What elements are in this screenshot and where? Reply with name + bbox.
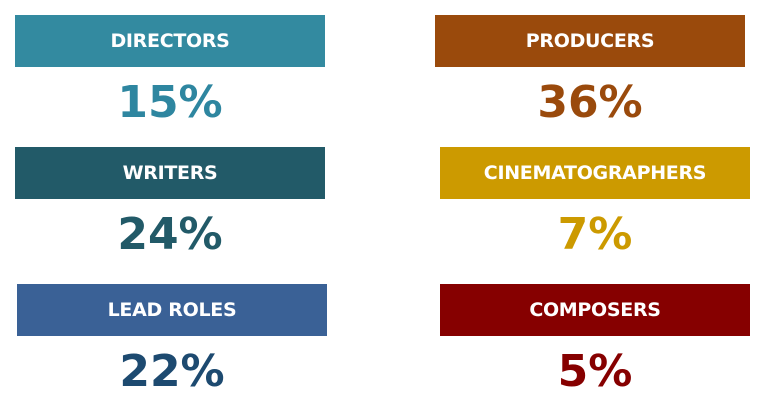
percentage: 36% <box>537 77 643 128</box>
category-label: COMPOSERS <box>440 284 750 336</box>
percentage: 5% <box>557 346 633 397</box>
category-label: CINEMATOGRAPHERS <box>440 147 750 199</box>
percentage: 22% <box>119 346 225 397</box>
category-label: PRODUCERS <box>435 15 745 67</box>
category-label: DIRECTORS <box>15 15 325 67</box>
category-label: LEAD ROLES <box>17 284 327 336</box>
percentage: 7% <box>557 209 633 260</box>
percentage: 15% <box>117 77 223 128</box>
percentage: 24% <box>117 209 223 260</box>
category-label: WRITERS <box>15 147 325 199</box>
